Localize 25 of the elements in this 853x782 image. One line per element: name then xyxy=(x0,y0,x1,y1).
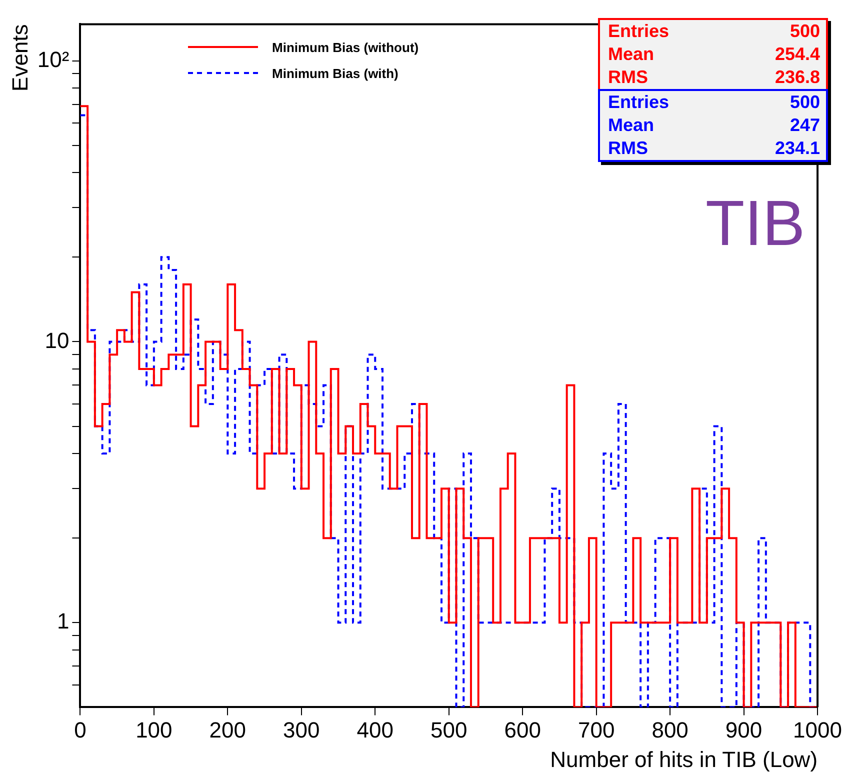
x-tick-label: 500 xyxy=(430,717,468,742)
text: RMS 234.1 xyxy=(608,138,820,158)
x-tick-label: 100 xyxy=(136,717,172,742)
x-tick-label: 0 xyxy=(74,717,86,742)
text: Entries 500 xyxy=(608,21,820,41)
y-tick-label: 1 xyxy=(56,608,70,634)
y-tick-label: 10 xyxy=(44,328,70,353)
legend-label: Minimum Bias (with) xyxy=(272,66,398,80)
x-tick-label: 200 xyxy=(209,717,246,742)
x-tick-label: 700 xyxy=(578,717,615,742)
x-tick-label: 400 xyxy=(356,717,394,742)
x-tick-label: 1000 xyxy=(793,717,842,742)
annotation: TIB xyxy=(705,186,805,260)
text: Mean 247 xyxy=(608,115,820,135)
text: Mean 254.4 xyxy=(608,44,820,64)
text: RMS 236.8 xyxy=(608,67,820,87)
x-tick-label: 900 xyxy=(725,717,762,742)
y-tick-label: 10² xyxy=(37,46,70,72)
x-axis-title: Number of hits in TIB (Low) xyxy=(550,746,818,772)
text: Entries 500 xyxy=(608,92,820,112)
y-axis-title: Events xyxy=(7,24,32,92)
x-tick-label: 600 xyxy=(504,717,541,742)
x-tick-label: 300 xyxy=(283,717,320,742)
legend-label: Minimum Bias (without) xyxy=(272,40,419,54)
x-tick-label: 800 xyxy=(652,717,688,742)
